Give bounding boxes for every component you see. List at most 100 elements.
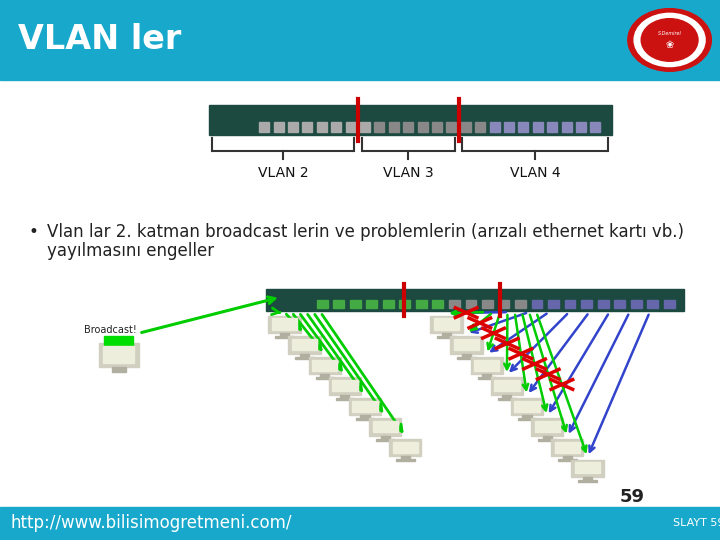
Bar xyxy=(112,367,126,372)
Text: 59: 59 xyxy=(619,488,644,506)
Bar xyxy=(292,339,318,350)
Text: Vlan lar 2. katman broadcast lerin ve problemlerin (arızalı ethernet kartı vb.): Vlan lar 2. katman broadcast lerin ve pr… xyxy=(47,223,684,241)
Bar xyxy=(312,360,338,371)
Bar xyxy=(302,122,312,132)
Bar xyxy=(494,380,520,392)
Circle shape xyxy=(628,9,711,71)
Bar xyxy=(531,418,563,436)
Bar xyxy=(533,122,543,132)
Bar xyxy=(523,415,531,418)
Bar xyxy=(503,395,511,398)
Bar xyxy=(664,300,675,308)
Bar xyxy=(401,456,410,460)
Bar xyxy=(514,401,540,412)
Bar xyxy=(346,122,356,132)
Bar xyxy=(449,300,460,308)
Bar xyxy=(457,357,476,359)
Bar xyxy=(350,300,361,308)
Text: •: • xyxy=(29,223,39,241)
Circle shape xyxy=(634,14,705,66)
Bar xyxy=(403,122,413,132)
Bar xyxy=(329,377,361,395)
Text: VLAN 4: VLAN 4 xyxy=(510,166,561,180)
Bar xyxy=(433,319,459,330)
Bar xyxy=(433,300,444,308)
Bar xyxy=(390,439,421,456)
Bar xyxy=(336,398,354,400)
Bar xyxy=(437,336,456,339)
Bar xyxy=(543,436,552,439)
Bar xyxy=(552,439,583,456)
Bar xyxy=(518,418,536,421)
Bar xyxy=(490,122,500,132)
Bar xyxy=(271,319,297,330)
Bar xyxy=(576,122,586,132)
Bar xyxy=(554,442,580,453)
Text: http://www.bilisimogretmeni.com/: http://www.bilisimogretmeni.com/ xyxy=(10,514,292,532)
Bar xyxy=(274,122,284,132)
Bar xyxy=(518,122,528,132)
Bar xyxy=(104,346,134,363)
Bar xyxy=(511,398,543,415)
Bar xyxy=(418,122,428,132)
Bar xyxy=(396,460,415,462)
Bar xyxy=(317,300,328,308)
Bar xyxy=(614,300,625,308)
Bar xyxy=(309,357,341,374)
Text: VLAN 3: VLAN 3 xyxy=(383,166,433,180)
Bar xyxy=(515,300,526,308)
Bar xyxy=(389,122,399,132)
Bar xyxy=(575,462,600,474)
Text: ❀: ❀ xyxy=(665,39,674,50)
Bar xyxy=(446,122,456,132)
Bar xyxy=(352,401,378,412)
Circle shape xyxy=(642,19,698,61)
Text: S.Demirel: S.Demirel xyxy=(657,31,682,36)
Bar xyxy=(548,300,559,308)
Bar xyxy=(432,122,442,132)
Bar xyxy=(631,300,642,308)
Bar xyxy=(295,357,314,359)
Bar xyxy=(366,300,377,308)
Bar xyxy=(482,300,492,308)
Bar xyxy=(598,300,608,308)
Bar xyxy=(289,336,320,354)
Text: SLAYT 59: SLAYT 59 xyxy=(673,518,720,528)
Bar xyxy=(498,398,516,400)
Bar xyxy=(462,354,471,357)
Bar xyxy=(534,421,560,433)
Bar xyxy=(300,354,309,357)
Bar xyxy=(482,374,491,377)
Bar xyxy=(581,300,592,308)
Bar xyxy=(259,122,269,132)
Text: yayılmasını engeller: yayılmasını engeller xyxy=(47,242,214,260)
Bar xyxy=(504,122,514,132)
Bar xyxy=(275,336,294,339)
Bar xyxy=(349,398,381,415)
Bar xyxy=(381,436,390,439)
Bar xyxy=(547,122,557,132)
Bar xyxy=(498,300,509,308)
Bar xyxy=(376,439,395,441)
Bar xyxy=(558,460,577,462)
Bar xyxy=(477,377,496,380)
Bar xyxy=(317,122,327,132)
Bar xyxy=(332,380,358,392)
Bar xyxy=(209,105,612,135)
Bar xyxy=(99,343,139,367)
Bar xyxy=(454,339,480,350)
Bar xyxy=(392,442,418,453)
Bar xyxy=(442,333,451,336)
Bar xyxy=(474,360,500,371)
Text: VLAN ler: VLAN ler xyxy=(18,23,181,57)
Bar xyxy=(531,300,542,308)
Bar xyxy=(369,418,401,436)
Bar xyxy=(266,289,684,310)
Bar xyxy=(578,480,597,482)
Text: Broadcast!: Broadcast! xyxy=(84,325,137,335)
Bar xyxy=(372,421,398,433)
Bar xyxy=(400,300,410,308)
Bar xyxy=(341,395,349,398)
Bar xyxy=(471,357,503,374)
Bar xyxy=(572,460,603,477)
